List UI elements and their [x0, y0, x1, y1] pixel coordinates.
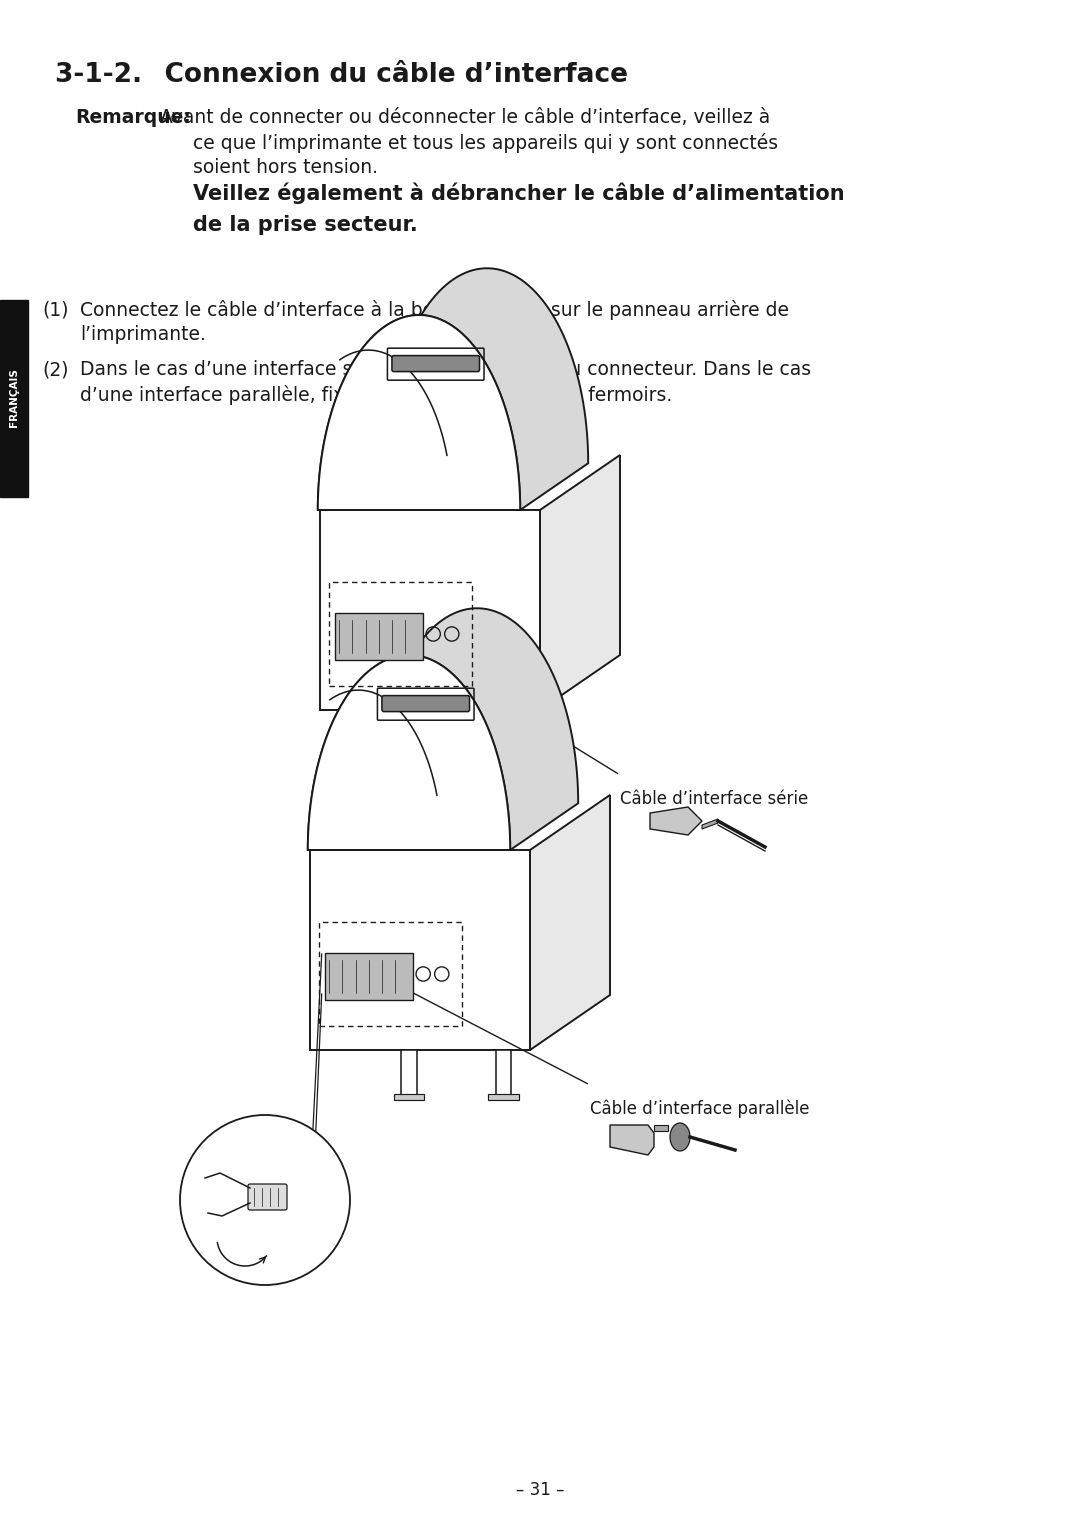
Polygon shape: [318, 268, 589, 511]
Text: Veillez également à débrancher le câble d’alimentation: Veillez également à débrancher le câble …: [193, 183, 845, 205]
Bar: [496, 1050, 511, 1099]
Bar: [402, 1050, 417, 1099]
Polygon shape: [310, 850, 530, 1050]
Bar: [411, 709, 427, 760]
Bar: [0, 300, 28, 497]
Polygon shape: [654, 1125, 669, 1131]
Text: Avant de connecter ou déconnecter le câble d’interface, veillez à: Avant de connecter ou déconnecter le câb…: [160, 109, 770, 127]
Text: l’imprimante.: l’imprimante.: [80, 326, 206, 344]
Bar: [319, 922, 462, 1026]
Text: (1): (1): [42, 300, 68, 320]
Bar: [505, 709, 522, 760]
Circle shape: [180, 1115, 350, 1284]
Text: ce que l’imprimante et tous les appareils qui y sont connectés: ce que l’imprimante et tous les appareil…: [193, 133, 778, 153]
FancyBboxPatch shape: [392, 356, 480, 372]
Text: FRANÇAIS: FRANÇAIS: [9, 368, 19, 428]
Bar: [335, 613, 423, 661]
Text: (2): (2): [42, 359, 68, 379]
Text: Câble d’interface série: Câble d’interface série: [620, 790, 808, 807]
Bar: [324, 953, 414, 1000]
Polygon shape: [702, 820, 718, 829]
Bar: [328, 583, 472, 687]
Polygon shape: [530, 795, 610, 1050]
Bar: [404, 754, 434, 760]
Polygon shape: [318, 315, 521, 511]
Polygon shape: [540, 456, 620, 709]
Ellipse shape: [670, 1122, 690, 1151]
Polygon shape: [650, 807, 702, 835]
Bar: [498, 754, 529, 760]
Polygon shape: [308, 654, 510, 850]
Text: – 31 –: – 31 –: [516, 1482, 564, 1498]
Text: Connectez le câble d’interface à la borne figurant sur le panneau arrière de: Connectez le câble d’interface à la born…: [80, 300, 789, 320]
FancyBboxPatch shape: [382, 696, 470, 711]
Text: de la prise secteur.: de la prise secteur.: [193, 216, 418, 235]
Text: Câble d’interface parallèle: Câble d’interface parallèle: [590, 1099, 810, 1119]
Text: soient hors tension.: soient hors tension.: [193, 157, 378, 177]
Text: Remarque:: Remarque:: [75, 109, 191, 127]
Text: d’une interface parallèle, fixez le connecteur avec les fermoirs.: d’une interface parallèle, fixez le conn…: [80, 385, 672, 405]
Bar: [393, 1095, 424, 1099]
Bar: [488, 1095, 519, 1099]
Text: 3-1-2.  Connexion du câble d’interface: 3-1-2. Connexion du câble d’interface: [55, 63, 627, 89]
FancyBboxPatch shape: [248, 1183, 287, 1209]
Polygon shape: [308, 609, 578, 850]
Polygon shape: [320, 511, 540, 709]
Polygon shape: [610, 1125, 654, 1154]
Text: Dans le cas d’une interface série, resserrez les vis du connecteur. Dans le cas: Dans le cas d’une interface série, resse…: [80, 359, 811, 379]
